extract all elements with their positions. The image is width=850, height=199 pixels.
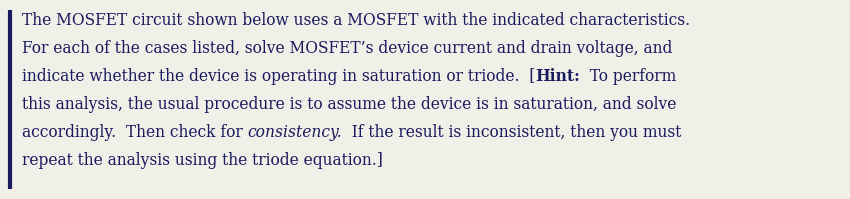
Text: To perform: To perform — [580, 68, 677, 85]
Text: The MOSFET circuit shown below uses a MOSFET with the indicated characteristics.: The MOSFET circuit shown below uses a MO… — [22, 12, 690, 29]
Text: this analysis, the usual procedure is to assume the device is in saturation, and: this analysis, the usual procedure is to… — [22, 96, 677, 113]
Text: Hint:: Hint: — [536, 68, 580, 85]
Text: For each of the cases listed, solve MOSFET’s device current and drain voltage, a: For each of the cases listed, solve MOSF… — [22, 40, 672, 57]
Text: If the result is inconsistent, then you must: If the result is inconsistent, then you … — [343, 124, 682, 141]
Text: consistency.: consistency. — [247, 124, 343, 141]
Text: repeat the analysis using the triode equation.]: repeat the analysis using the triode equ… — [22, 152, 382, 169]
Text: indicate whether the device is operating in saturation or triode.  [: indicate whether the device is operating… — [22, 68, 536, 85]
Text: accordingly.  Then check for: accordingly. Then check for — [22, 124, 247, 141]
